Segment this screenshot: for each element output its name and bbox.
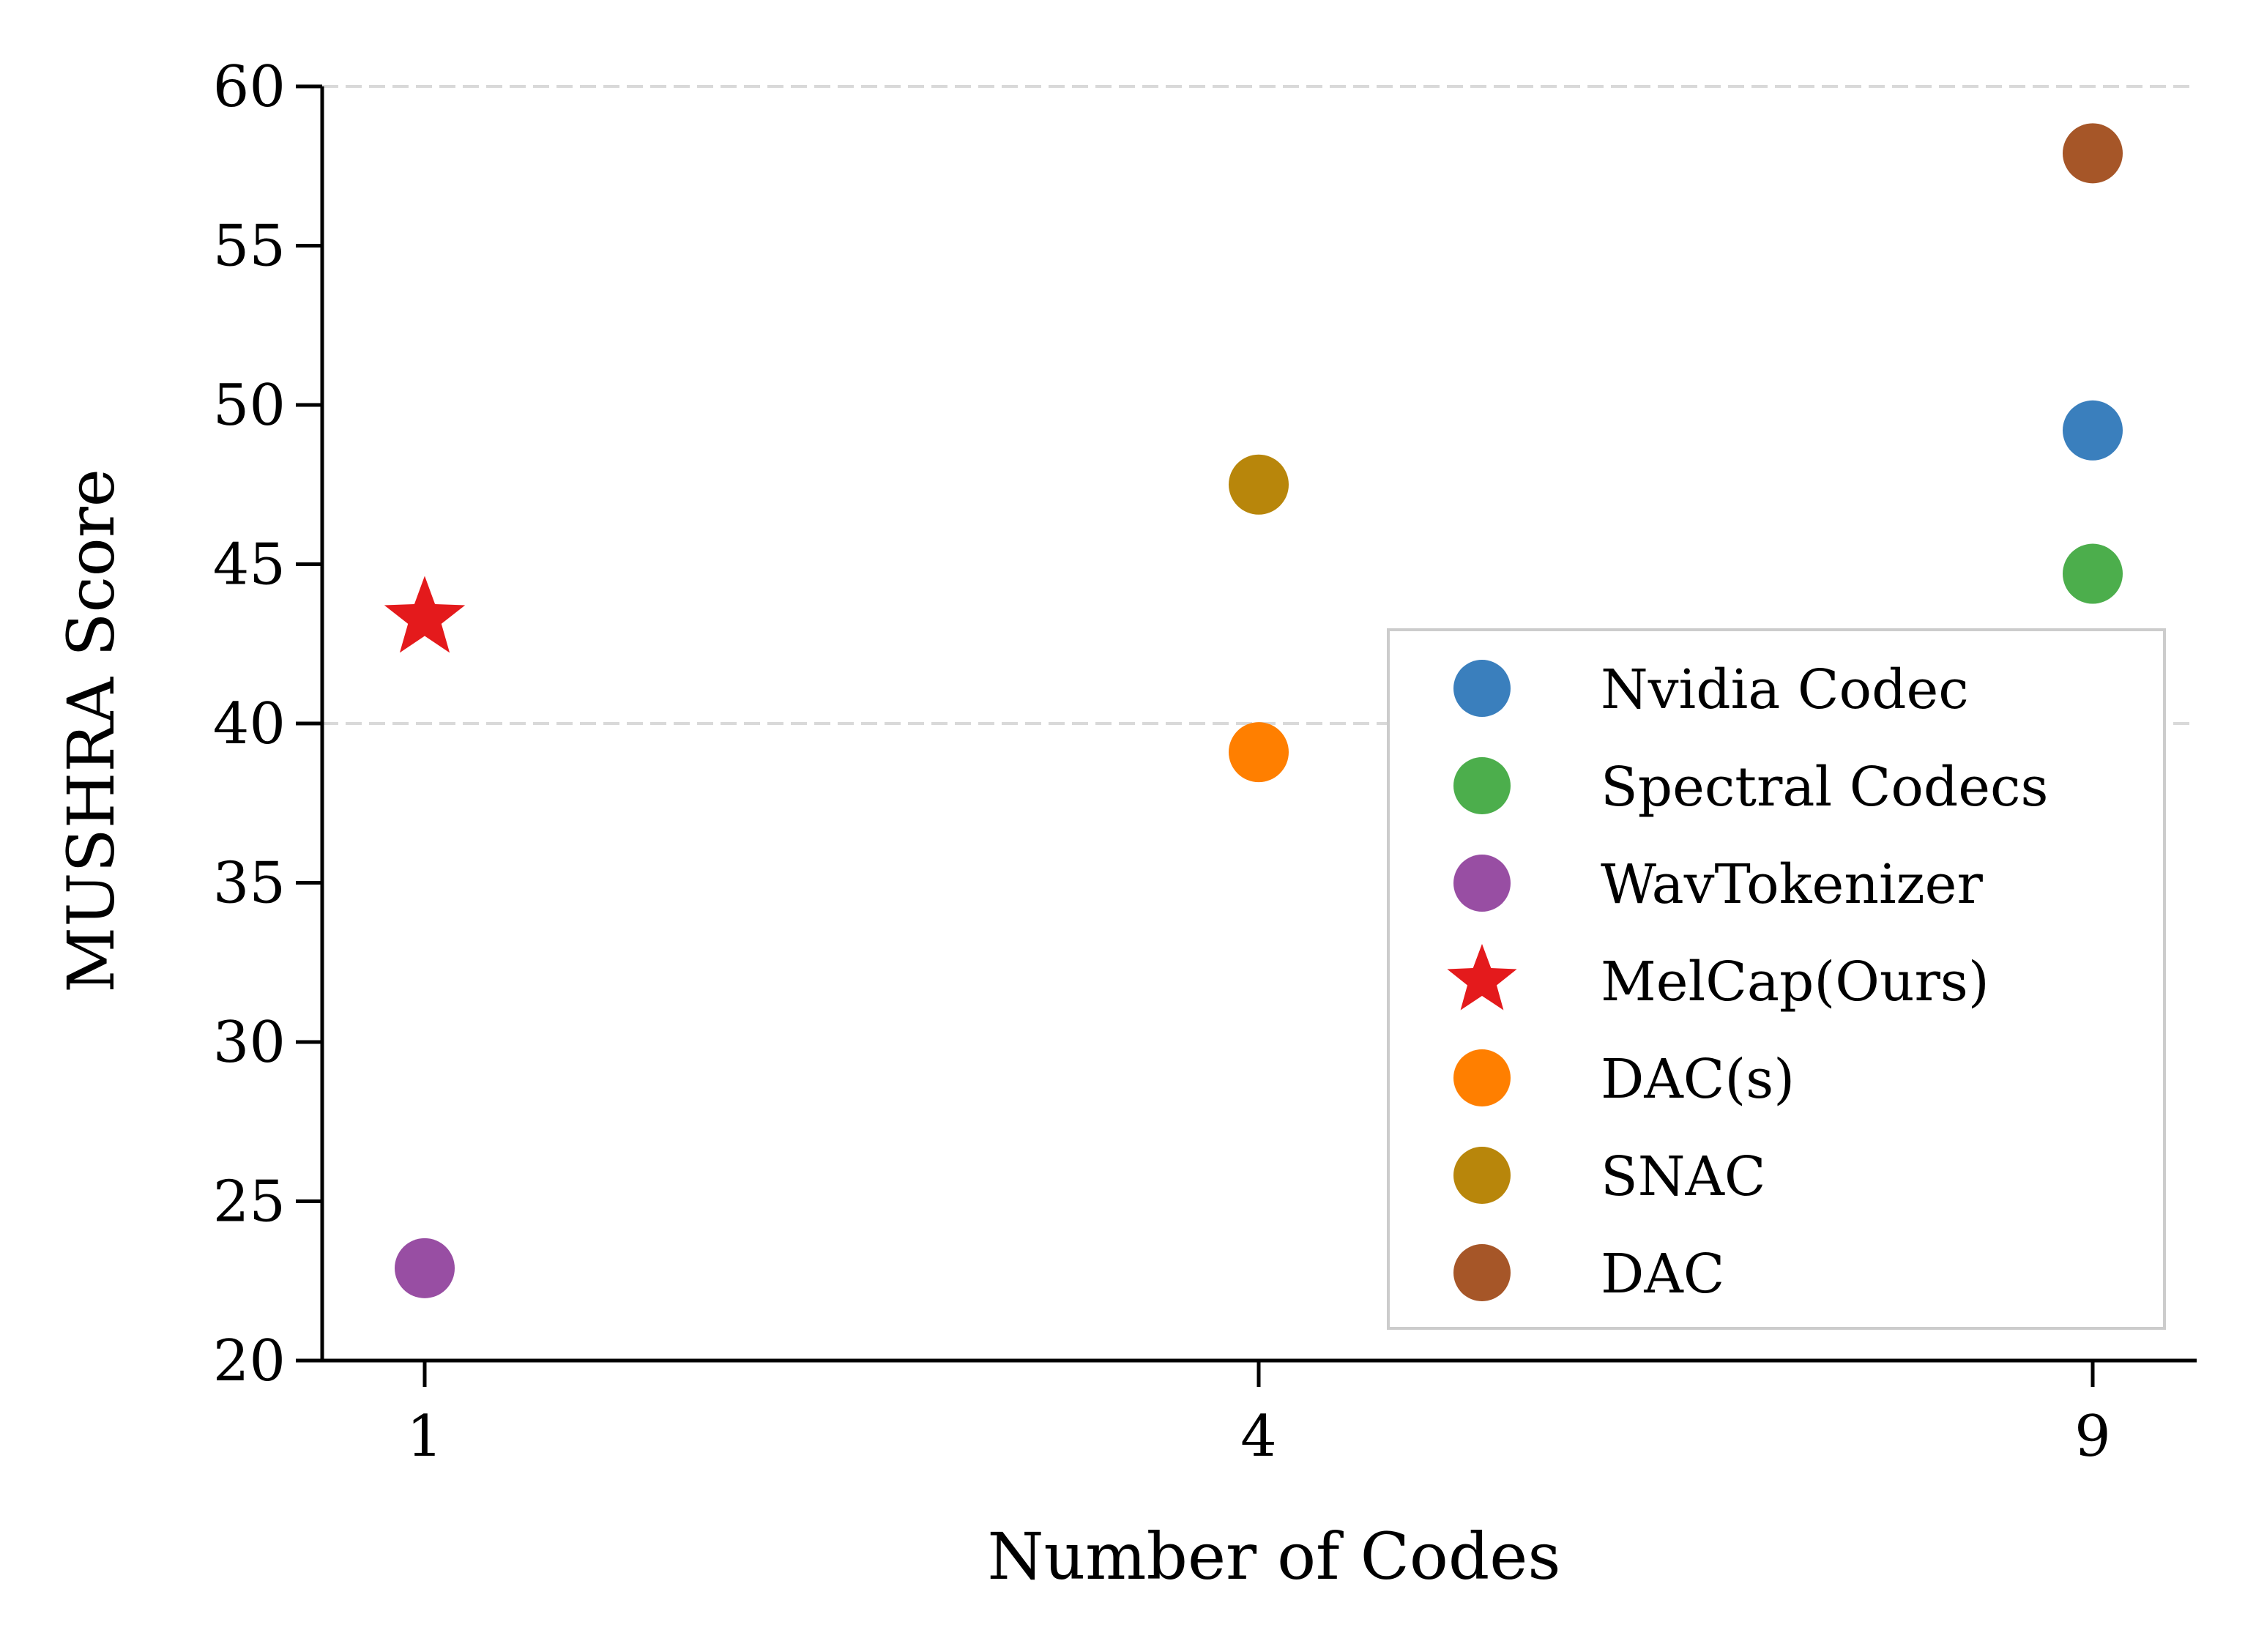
data-points	[384, 123, 2123, 1298]
legend-marker-dac	[1453, 1244, 1511, 1301]
y-tick-label: 50	[213, 373, 286, 439]
legend-label-melcap-ours: MelCap(Ours)	[1601, 950, 1989, 1013]
legend-label-dac: DAC	[1601, 1243, 1724, 1306]
y-tick-label: 40	[213, 691, 286, 757]
legend-marker-spectral-codecs	[1453, 757, 1511, 814]
point-wavtokenizer	[395, 1238, 455, 1298]
y-tick-label: 60	[213, 54, 286, 120]
y-axis-title: MUSHRA Score	[53, 469, 129, 993]
x-tick-label: 4	[1240, 1404, 1277, 1470]
point-snac	[1229, 454, 1289, 515]
x-tick-label: 1	[406, 1404, 443, 1470]
legend-marker-wavtokenizer	[1453, 855, 1511, 912]
legend-label-wavtokenizer: WavTokenizer	[1601, 853, 1983, 916]
legend-label-spectral-codecs: Spectral Codecs	[1601, 756, 2048, 819]
legend-label-dac-s: DAC(s)	[1601, 1048, 1795, 1111]
x-axis-title: Number of Codes	[988, 1519, 1561, 1594]
y-tick-label: 45	[213, 532, 286, 598]
gridlines	[322, 85, 2197, 725]
point-spectral-codecs	[2063, 543, 2123, 604]
y-tick-label: 55	[213, 214, 286, 280]
legend-label-snac: SNAC	[1601, 1145, 1766, 1208]
y-tick-label: 30	[213, 1010, 286, 1076]
point-dac-s	[1229, 722, 1289, 783]
y-tick-label: 35	[213, 851, 286, 917]
legend-label-nvidia-codec: Nvidia Codec	[1601, 658, 1969, 721]
y-tick-label: 25	[213, 1169, 286, 1235]
legend-box	[1387, 628, 2166, 1330]
ticks: 20 25 30 35 40 45 50 55 60 1 4 9	[213, 54, 2111, 1470]
point-melcap-ours	[384, 576, 466, 653]
legend: Nvidia Codec Spectral Codecs WavTokenizer M…	[1387, 628, 2166, 1330]
x-tick-label: 9	[2074, 1404, 2111, 1470]
legend-marker-nvidia-codec	[1453, 660, 1511, 717]
point-dac	[2063, 123, 2123, 184]
legend-marker-snac	[1453, 1147, 1511, 1204]
y-tick-label: 20	[213, 1328, 286, 1394]
legend-marker-melcap-ours	[1447, 944, 1517, 1011]
point-nvidia-codec	[2063, 400, 2123, 461]
legend-marker-dac-s	[1453, 1049, 1511, 1106]
